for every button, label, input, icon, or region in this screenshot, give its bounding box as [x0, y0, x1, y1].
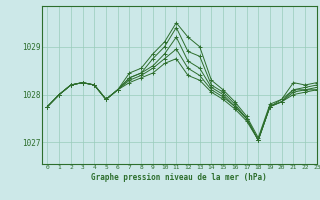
X-axis label: Graphe pression niveau de la mer (hPa): Graphe pression niveau de la mer (hPa) [91, 173, 267, 182]
